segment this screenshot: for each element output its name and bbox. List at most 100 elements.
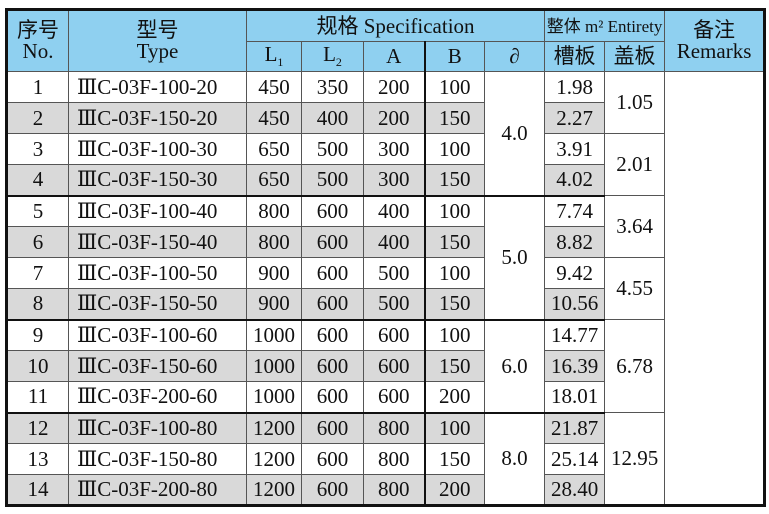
row-no: 7 [6, 257, 69, 289]
row-a: 300 [363, 133, 425, 165]
row-l2: 600 [301, 350, 364, 382]
row-b: 150 [423, 226, 485, 258]
row-type: ⅢC-03F-100-20 [68, 71, 247, 103]
row-no: 6 [6, 226, 69, 258]
row-l1: 450 [246, 71, 302, 103]
row-l2: 500 [301, 164, 364, 197]
row-a: 400 [363, 195, 425, 227]
header-trough: 槽板 [544, 41, 606, 72]
row-b: 100 [423, 412, 485, 444]
row-type: ⅢC-03F-150-50 [68, 288, 247, 321]
row-b: 100 [423, 195, 485, 227]
row-l1: 1000 [246, 381, 302, 414]
row-type: ⅢC-03F-200-60 [68, 381, 247, 414]
row-a: 200 [363, 102, 425, 134]
header-type-cn: 型号 [136, 18, 179, 42]
row-l1: 1200 [246, 443, 302, 475]
row-trough: 3.91 [544, 133, 606, 165]
row-b: 100 [423, 257, 485, 289]
table-row: 12 ⅢC-03F-100-80 1200 600 800 100 8.0 21.87 12.9… [6, 412, 765, 506]
row-a: 200 [363, 71, 425, 103]
row-no: 11 [6, 381, 69, 414]
table-row: 5 ⅢC-03F-100-40 800 600 400 100 5.0 7.74 3.64 [6, 195, 765, 321]
table-row: 1 ⅢC-03F-100-20 450 350 200 100 4.0 1.98 1.05 [6, 71, 766, 506]
row-type: ⅢC-03F-150-40 [68, 226, 247, 258]
header-remarks-en: Remarks [676, 39, 752, 63]
table-row: 11 ⅢC-03F-200-60 1000 600 600 200 18.01 [6, 381, 765, 414]
row-no: 2 [6, 102, 69, 134]
row-l2: 600 [301, 226, 364, 258]
row-a: 500 [363, 288, 425, 321]
row-b: 150 [423, 102, 485, 134]
row-no: 1 [6, 71, 69, 103]
header-l2: L2 [301, 41, 364, 72]
row-no: 8 [6, 288, 69, 321]
row-l1: 900 [246, 257, 302, 289]
row-trough: 9.42 [544, 257, 606, 289]
remarks-cell [664, 71, 766, 506]
row-a: 600 [363, 381, 425, 414]
table-row: 7 ⅢC-03F-100-50 900 600 500 100 9.42 4.55 [6, 257, 765, 320]
row-trough: 8.82 [544, 226, 606, 258]
table-row: 4 ⅢC-03F-150-30 650 500 300 150 4.02 [6, 164, 765, 197]
row-thickness: 8.0 [483, 412, 546, 506]
row-b: 150 [423, 350, 485, 382]
row-a: 800 [363, 412, 425, 444]
row-trough: 7.74 [544, 195, 606, 227]
row-type: ⅢC-03F-150-20 [68, 102, 247, 134]
row-type: ⅢC-03F-200-80 [68, 474, 247, 506]
row-l1: 800 [246, 226, 302, 258]
row-type: ⅢC-03F-100-30 [68, 133, 247, 165]
row-l1: 1200 [246, 412, 302, 444]
row-trough: 2.27 [544, 102, 606, 134]
row-cover: 2.01 [604, 133, 666, 196]
row-trough: 16.39 [544, 350, 606, 382]
row-l2: 600 [301, 195, 364, 227]
row-type: ⅢC-03F-100-80 [68, 412, 247, 444]
row-type: ⅢC-03F-100-50 [68, 257, 247, 289]
row-trough: 25.14 [544, 443, 606, 475]
row-trough: 4.02 [544, 164, 606, 197]
table-row: 10 ⅢC-03F-150-60 1000 600 600 150 16.39 [6, 350, 765, 382]
row-cover: 3.64 [604, 195, 666, 258]
header-no-cn: 序号 [17, 18, 59, 42]
row-a: 800 [363, 474, 425, 506]
table-row: 14 ⅢC-03F-200-80 1200 600 800 200 28.40 [6, 474, 765, 506]
row-no: 13 [6, 443, 69, 475]
row-b: 200 [423, 381, 485, 414]
row-l2: 600 [301, 443, 364, 475]
row-thickness: 5.0 [483, 195, 546, 321]
row-l1: 800 [246, 195, 302, 227]
row-cover: 4.55 [604, 257, 666, 320]
row-b: 200 [423, 474, 485, 506]
header-cover: 盖板 [604, 41, 666, 72]
row-trough: 14.77 [544, 319, 606, 351]
row-type: ⅢC-03F-100-40 [68, 195, 247, 227]
row-trough: 1.98 [544, 71, 606, 103]
header-type: 型号 Type [68, 9, 247, 72]
header-remarks-cn: 备注 [693, 18, 736, 42]
row-l1: 1200 [246, 474, 302, 506]
row-l2: 350 [301, 71, 364, 103]
row-type: ⅢC-03F-100-60 [68, 319, 247, 351]
table-row: 6 ⅢC-03F-150-40 800 600 400 150 8.82 [6, 226, 765, 258]
row-cover: 6.78 [604, 319, 666, 413]
row-b: 100 [423, 319, 485, 351]
header-specification: 规格 Specification [245, 9, 546, 42]
header-remarks: 备注 Remarks [664, 9, 766, 72]
table-row: 8 ⅢC-03F-150-50 900 600 500 150 10.56 [6, 288, 765, 321]
row-l2: 400 [301, 102, 364, 134]
header-b: B [423, 41, 485, 72]
table-row: 9 ⅢC-03F-100-60 1000 600 600 100 6.0 14.77 6.78 [6, 319, 765, 414]
row-cover: 12.95 [604, 412, 666, 506]
row-no: 14 [6, 474, 69, 506]
row-cover: 1.05 [604, 71, 666, 134]
row-no: 10 [6, 350, 69, 382]
header-no: 序号 No. [6, 9, 69, 72]
row-type: ⅢC-03F-150-60 [68, 350, 247, 382]
row-b: 150 [423, 288, 485, 321]
row-no: 5 [6, 195, 69, 227]
row-a: 600 [363, 319, 425, 351]
row-thickness: 6.0 [483, 319, 546, 414]
table-row: 13 ⅢC-03F-150-80 1200 600 800 150 25.14 [6, 443, 765, 475]
